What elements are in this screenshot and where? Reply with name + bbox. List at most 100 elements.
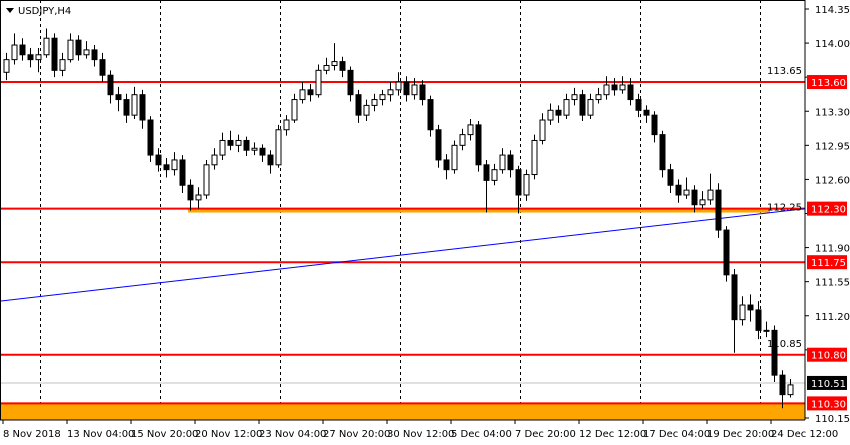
candle bbox=[763, 321, 770, 338]
level-label-bg bbox=[807, 201, 847, 216]
candle bbox=[707, 173, 714, 205]
candle bbox=[379, 89, 386, 106]
candle bbox=[195, 187, 202, 209]
candle-body bbox=[131, 94, 138, 116]
y-tick-label: 111.55 bbox=[815, 278, 850, 289]
candle-body bbox=[59, 59, 66, 71]
candle-body bbox=[411, 84, 418, 96]
candle-body bbox=[587, 99, 594, 116]
candle bbox=[339, 56, 346, 78]
candle-body bbox=[299, 89, 306, 101]
candle bbox=[563, 93, 570, 120]
candle bbox=[75, 35, 82, 61]
candle-body bbox=[83, 49, 90, 56]
candle-body bbox=[347, 69, 354, 96]
candle-body bbox=[659, 134, 666, 171]
level-label: 110.30 bbox=[811, 399, 846, 410]
candle-body bbox=[163, 164, 170, 171]
candle-body bbox=[723, 229, 730, 276]
candle-body bbox=[323, 64, 330, 71]
level-label: 111.75 bbox=[811, 258, 846, 269]
candle-body bbox=[507, 154, 514, 171]
candle bbox=[35, 47, 42, 73]
x-tick-label: 7 Dec 20:00 bbox=[515, 429, 576, 440]
candle bbox=[291, 93, 298, 123]
candle-body bbox=[595, 94, 602, 101]
candle-body bbox=[355, 94, 362, 116]
candle bbox=[531, 134, 538, 180]
candle bbox=[459, 128, 466, 151]
candle-body bbox=[3, 59, 10, 73]
candle bbox=[251, 142, 258, 156]
candle-body bbox=[291, 99, 298, 121]
horizontal-levels bbox=[0, 81, 805, 405]
candle bbox=[491, 163, 498, 186]
x-tick-label: 19 Dec 20:00 bbox=[707, 429, 774, 440]
candle bbox=[347, 66, 354, 102]
candle bbox=[579, 89, 586, 121]
candle-body bbox=[387, 89, 394, 96]
candle-body bbox=[171, 159, 178, 171]
bid-label-bg bbox=[807, 375, 847, 390]
candle bbox=[555, 105, 562, 123]
candle bbox=[723, 226, 730, 282]
candle-body bbox=[115, 94, 122, 101]
candle-body bbox=[731, 274, 738, 321]
candle-body bbox=[699, 199, 706, 206]
candle bbox=[435, 124, 442, 168]
candle bbox=[99, 52, 106, 83]
candle bbox=[163, 157, 170, 178]
candle-body bbox=[67, 39, 74, 61]
y-tick-label: 114.35 bbox=[815, 5, 850, 16]
candle bbox=[515, 165, 522, 214]
candle bbox=[91, 45, 98, 67]
candle-body bbox=[643, 109, 650, 116]
candle-body bbox=[155, 154, 162, 166]
candle-body bbox=[107, 74, 114, 96]
candle-body bbox=[691, 189, 698, 206]
candle bbox=[371, 93, 378, 112]
level-label-bg bbox=[807, 255, 847, 270]
candle bbox=[507, 150, 514, 178]
candle-body bbox=[395, 81, 402, 91]
x-tick-label: 13 Nov 04:00 bbox=[67, 429, 134, 440]
candle-body bbox=[619, 84, 626, 91]
candle-body bbox=[443, 159, 450, 171]
candle bbox=[211, 148, 218, 170]
candle bbox=[611, 78, 618, 96]
level-label-bg bbox=[807, 396, 847, 411]
candle-body bbox=[627, 84, 634, 101]
y-tick-label: 114.00 bbox=[815, 39, 850, 50]
candle-body bbox=[51, 37, 58, 71]
trendline bbox=[0, 208, 806, 302]
candle bbox=[603, 76, 610, 100]
chart-menu-triangle-icon[interactable] bbox=[6, 8, 14, 13]
candle-body bbox=[451, 144, 458, 171]
candle bbox=[67, 33, 74, 63]
candle bbox=[115, 86, 122, 112]
candle bbox=[499, 148, 506, 174]
candle bbox=[179, 155, 186, 194]
candle-body bbox=[499, 154, 506, 171]
y-tick-label: 113.65 bbox=[767, 66, 802, 77]
candle-body bbox=[515, 169, 522, 196]
candle-body bbox=[523, 174, 530, 196]
candle bbox=[227, 130, 234, 151]
candle-body bbox=[219, 139, 226, 156]
candle-body bbox=[787, 384, 794, 396]
candle bbox=[19, 38, 26, 61]
candle-body bbox=[35, 54, 42, 61]
candle-body bbox=[11, 44, 18, 61]
candle bbox=[139, 89, 146, 129]
candle-body bbox=[315, 69, 322, 96]
y-tick-label: 112.60 bbox=[815, 175, 850, 186]
candle-body bbox=[75, 39, 82, 56]
candle bbox=[307, 83, 314, 102]
candle-body bbox=[283, 119, 290, 131]
candle bbox=[747, 294, 754, 322]
candle bbox=[259, 144, 266, 162]
candle-body bbox=[123, 99, 130, 116]
candle bbox=[731, 269, 738, 353]
x-tick-label: 20 Nov 12:00 bbox=[195, 429, 262, 440]
